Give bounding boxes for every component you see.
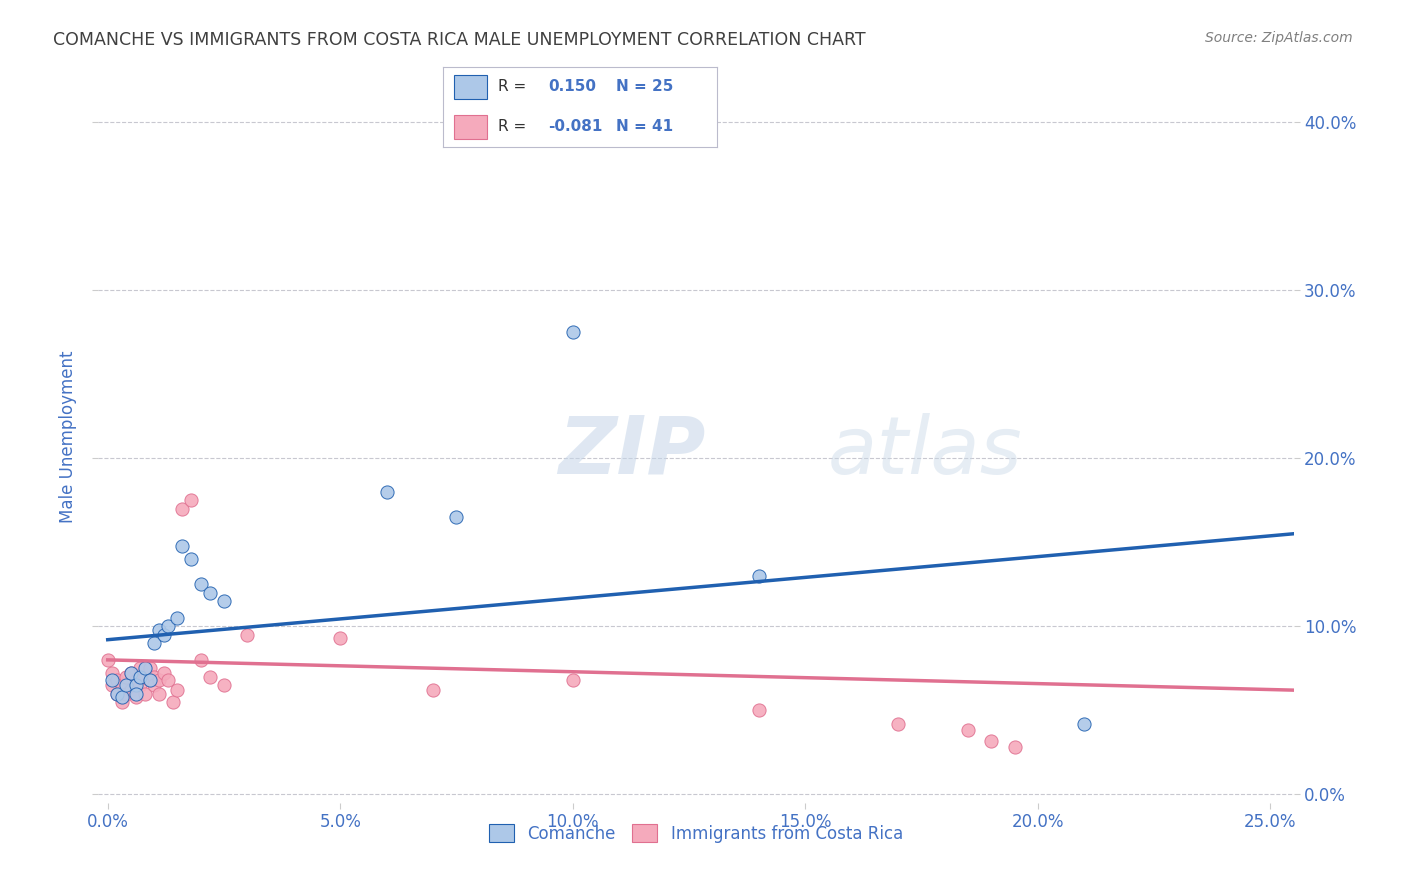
Point (101, 666, 124, 681)
Point (748, 569, 770, 583)
Point (101, 678, 124, 692)
Legend: Comanche, Immigrants from Costa Rica: Comanche, Immigrants from Costa Rica (482, 818, 910, 849)
Point (180, 552, 202, 566)
Point (375, 484, 398, 499)
Point (748, 703, 770, 717)
Point (422, 683, 444, 698)
Point (143, 636, 166, 650)
Point (956, 723, 979, 738)
Point (157, 619, 180, 633)
Text: R =: R = (498, 119, 526, 134)
Point (138, 673, 160, 687)
Point (152, 666, 174, 681)
Point (172, 539, 194, 553)
Point (172, 501, 194, 516)
Point (980, 733, 1002, 747)
Point (115, 678, 138, 692)
Point (162, 695, 184, 709)
Point (143, 670, 166, 684)
Point (166, 611, 188, 625)
Text: COMANCHE VS IMMIGRANTS FROM COSTA RICA MALE UNEMPLOYMENT CORRELATION CHART: COMANCHE VS IMMIGRANTS FROM COSTA RICA M… (53, 31, 866, 49)
Point (148, 686, 170, 700)
Point (1073, 716, 1095, 731)
Point (115, 686, 138, 700)
Text: 0.150: 0.150 (548, 79, 596, 95)
Point (190, 577, 212, 591)
Point (101, 673, 124, 687)
Point (111, 695, 134, 709)
Point (212, 594, 235, 608)
Point (124, 690, 146, 704)
Point (561, 673, 583, 687)
Point (105, 686, 128, 700)
Point (134, 661, 156, 675)
Point (105, 686, 128, 700)
Point (1004, 740, 1026, 755)
Point (134, 686, 156, 700)
Point (198, 670, 221, 684)
Point (138, 661, 160, 675)
Point (180, 493, 202, 508)
Bar (454, 115, 486, 139)
Point (129, 661, 152, 675)
Point (143, 678, 166, 692)
Point (166, 683, 188, 698)
Point (138, 673, 160, 687)
Point (115, 670, 138, 684)
Text: -0.081: -0.081 (548, 119, 603, 134)
Point (120, 666, 142, 681)
Point (111, 678, 134, 692)
Text: N = 25: N = 25 (616, 79, 673, 95)
Point (134, 670, 156, 684)
Text: R =: R = (498, 79, 526, 95)
Point (120, 666, 142, 681)
Point (124, 686, 146, 700)
Point (129, 678, 152, 692)
Text: atlas: atlas (827, 413, 1022, 491)
Text: Source: ZipAtlas.com: Source: ZipAtlas.com (1205, 31, 1353, 45)
Bar (454, 75, 486, 99)
Point (129, 670, 152, 684)
Point (887, 716, 910, 731)
Point (111, 690, 134, 704)
Point (561, 325, 583, 339)
Point (148, 673, 170, 687)
Point (105, 673, 128, 687)
Text: N = 41: N = 41 (616, 119, 672, 134)
Point (152, 627, 174, 641)
Point (236, 627, 259, 641)
Point (124, 678, 146, 692)
Point (446, 510, 468, 524)
Point (120, 683, 142, 698)
Point (124, 673, 146, 687)
Point (198, 585, 221, 599)
Point (148, 623, 170, 637)
Point (212, 678, 235, 692)
Text: ZIP: ZIP (558, 413, 706, 491)
Y-axis label: Male Unemployment: Male Unemployment (59, 351, 77, 524)
Point (190, 653, 212, 667)
Point (329, 631, 352, 645)
Point (157, 673, 180, 687)
Point (97, 653, 120, 667)
